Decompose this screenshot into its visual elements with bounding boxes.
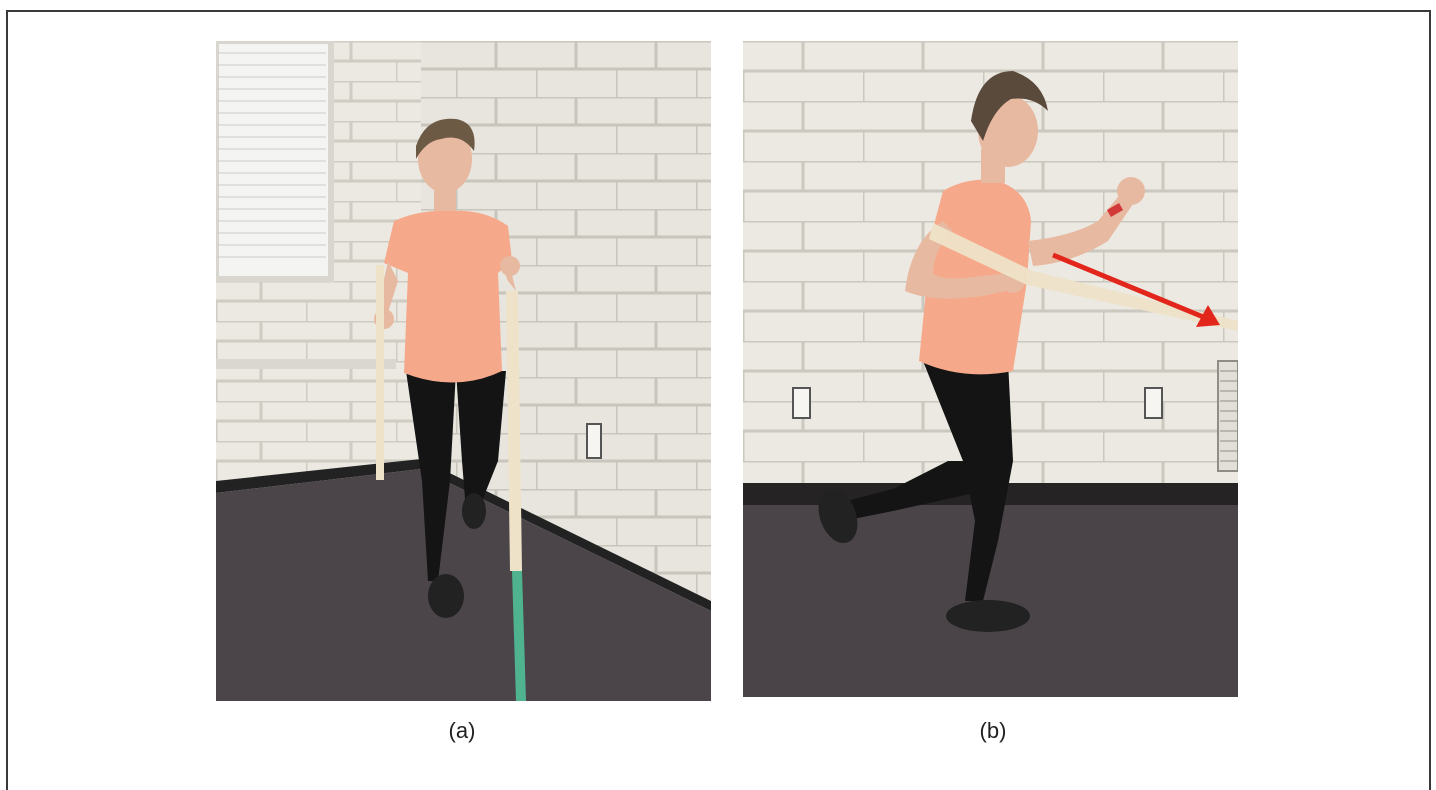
photo-a-illustration — [216, 41, 711, 701]
photo-panel-a — [216, 41, 711, 701]
figure-frame — [6, 10, 1431, 790]
panel-a-caption: (a) — [448, 718, 476, 743]
panel-b-caption: (b) — [979, 718, 1007, 743]
photo-b-illustration — [743, 41, 1238, 697]
photo-panel-b — [743, 41, 1238, 697]
